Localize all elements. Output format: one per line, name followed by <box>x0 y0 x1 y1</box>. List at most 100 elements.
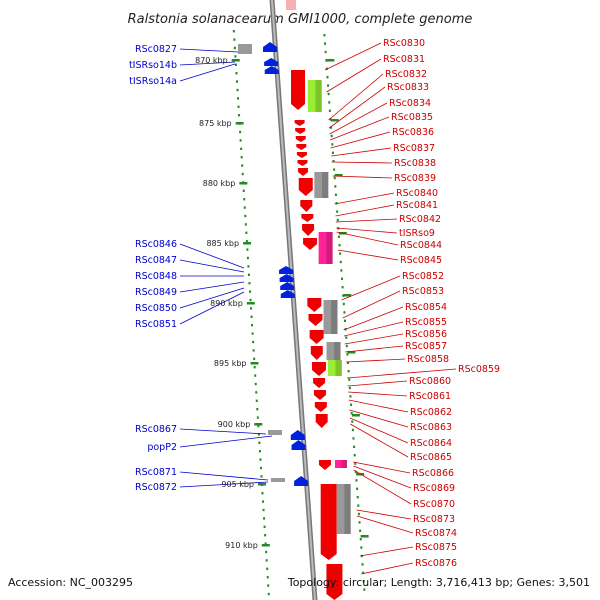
right-gene-label[interactable]: RSc0835 <box>391 112 433 123</box>
right-gene-label[interactable]: RSc0833 <box>387 82 429 93</box>
tick-dot <box>359 529 362 532</box>
right-leader-line <box>330 131 391 149</box>
right-gene-label[interactable]: RSc0830 <box>383 38 425 49</box>
right-gene-label[interactable]: RSc0842 <box>399 214 441 225</box>
right-gene-label[interactable]: RSc0840 <box>396 188 438 199</box>
left-gene-label[interactable]: RSc0827 <box>135 44 177 55</box>
right-gene-label[interactable]: RSc0845 <box>400 255 442 266</box>
gene-arrow-reverse <box>303 238 318 250</box>
right-gene-label[interactable]: RSc0855 <box>405 317 447 328</box>
kbp-label: 870 kbp <box>195 56 228 65</box>
gene-arrow-reverse <box>301 214 314 222</box>
tick-dot <box>331 151 334 154</box>
left-gene-label[interactable]: RSc0846 <box>135 239 177 250</box>
right-gene-label[interactable]: RSc0860 <box>409 376 451 387</box>
tick-dot <box>351 420 354 423</box>
tick-dot <box>336 210 339 213</box>
right-gene-label[interactable]: RSc0875 <box>415 542 457 553</box>
right-gene-label[interactable]: RSc0862 <box>410 407 452 418</box>
right-gene-label[interactable]: RSc0839 <box>394 173 436 184</box>
right-gene-label[interactable]: RSc0831 <box>383 54 425 65</box>
tick-dot <box>347 361 350 364</box>
right-gene-label[interactable]: RSc0859 <box>458 364 500 375</box>
tick-dot <box>342 302 345 306</box>
right-gene-label[interactable]: RSc0852 <box>402 271 444 282</box>
gene-arrow-reverse <box>313 390 326 400</box>
left-gene-label[interactable]: RSc0867 <box>135 424 177 435</box>
left-gene-label[interactable]: RSc0850 <box>135 303 177 314</box>
right-gene-label[interactable]: RSc0869 <box>413 483 455 494</box>
tick-dot <box>331 143 334 146</box>
left-gene-label[interactable]: RSc0849 <box>135 287 177 298</box>
tick-dot <box>345 344 348 348</box>
tick-dot <box>327 84 330 87</box>
right-gene-label[interactable]: RSc0863 <box>410 422 452 433</box>
right-gene-label[interactable]: RSc0858 <box>407 354 449 365</box>
right-gene-label[interactable]: RSc0866 <box>412 468 454 479</box>
tick-dot <box>327 92 330 96</box>
left-gene-label[interactable]: RSc0848 <box>135 271 177 282</box>
right-gene-label[interactable]: RSc0834 <box>389 98 431 109</box>
tick-dot <box>256 408 259 411</box>
right-leader-line <box>353 469 412 505</box>
right-gene-label[interactable]: RSc0870 <box>413 499 455 510</box>
left-gene-label[interactable]: popP2 <box>147 442 177 453</box>
right-leader-line <box>335 218 398 223</box>
right-leader-line <box>328 86 386 129</box>
left-gene-label[interactable]: RSc0871 <box>135 467 177 478</box>
tick-dot <box>330 134 333 138</box>
tick-dash <box>330 119 339 122</box>
right-gene-label[interactable]: RSc0874 <box>415 528 457 539</box>
tick-dash <box>347 351 356 354</box>
right-gene-label[interactable]: RSc0832 <box>385 69 427 80</box>
right-gene-label[interactable]: RSc0864 <box>410 438 452 449</box>
right-gene-label[interactable]: RSc0838 <box>394 158 436 169</box>
tick-dot <box>329 118 332 121</box>
tick-dot <box>345 336 348 339</box>
right-leader-line <box>337 249 399 261</box>
tick-dot <box>333 168 336 171</box>
gene-arrow-reverse <box>296 152 307 158</box>
left-gene-label[interactable]: tISRso14b <box>129 60 177 71</box>
left-gene-label[interactable]: tISRso14a <box>129 76 177 87</box>
tick-dot <box>249 298 252 302</box>
left-leader-line <box>179 481 269 488</box>
gene-block <box>268 430 282 435</box>
right-gene-label[interactable]: RSc0844 <box>400 240 442 251</box>
gene-arrow-reverse <box>296 144 307 150</box>
left-gene-label[interactable]: RSc0872 <box>135 482 177 493</box>
right-gene-label[interactable]: RSc0873 <box>413 514 455 525</box>
right-gene-label[interactable]: tISRso9 <box>399 228 435 239</box>
right-leader-line <box>331 161 393 164</box>
right-gene-label[interactable]: RSc0857 <box>405 341 447 352</box>
right-gene-label[interactable]: RSc0836 <box>392 127 434 138</box>
kbp-tick-mark <box>235 122 244 125</box>
tick-dot <box>361 563 364 566</box>
tick-dot <box>263 525 266 528</box>
right-gene-label[interactable]: RSc0837 <box>393 143 435 154</box>
left-gene-label[interactable]: RSc0847 <box>135 255 177 266</box>
gene-arrow-reverse <box>298 178 313 196</box>
gene-partial <box>286 0 296 10</box>
tick-dot <box>239 139 242 142</box>
right-gene-label[interactable]: RSc0865 <box>410 452 452 463</box>
right-gene-label[interactable]: RSc0841 <box>396 200 438 211</box>
right-gene-label[interactable]: RSc0853 <box>402 286 444 297</box>
tick-dot <box>339 260 342 264</box>
right-gene-label[interactable]: RSc0854 <box>405 302 447 313</box>
right-leader-line <box>343 306 404 331</box>
right-gene-label[interactable]: RSc0856 <box>405 329 447 340</box>
right-leader-line <box>356 515 414 534</box>
tick-dot <box>267 584 270 587</box>
left-gene-label[interactable]: RSc0851 <box>135 319 177 330</box>
tick-dot <box>247 265 250 268</box>
right-leader-line <box>335 204 395 217</box>
right-leader-line <box>328 73 384 121</box>
right-gene-label[interactable]: RSc0876 <box>415 558 457 569</box>
right-gene-label[interactable]: RSc0861 <box>409 391 451 402</box>
map-title: Ralstonia solanacearum GMI1000, complete… <box>128 12 473 27</box>
tick-dot <box>354 470 357 474</box>
tick-dot <box>348 386 351 390</box>
tick-dot <box>251 324 254 327</box>
